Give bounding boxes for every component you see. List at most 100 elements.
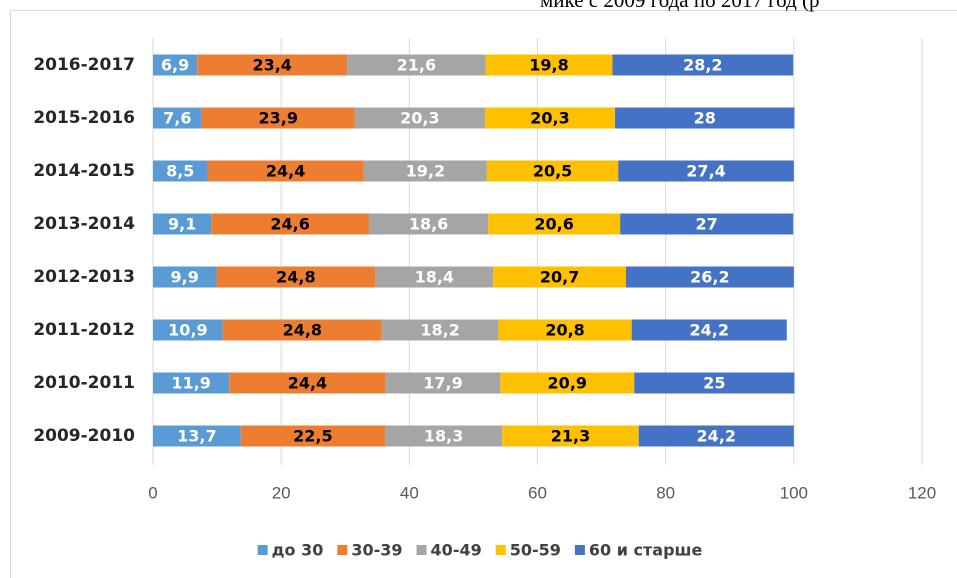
legend-label: 60 и старше: [589, 541, 703, 560]
bar-segment: [229, 372, 386, 394]
data-label: 18,2: [420, 321, 459, 340]
bar-segment: [216, 266, 376, 288]
bar-segment: [484, 107, 616, 129]
x-tick-label: 100: [780, 483, 808, 502]
data-label: 23,4: [252, 56, 291, 75]
bar-segment: [240, 425, 385, 447]
x-tick-label: 120: [908, 483, 936, 502]
data-label: 27,4: [686, 162, 725, 181]
data-label: 24,4: [266, 162, 305, 181]
legend-swatch: [574, 545, 585, 555]
data-label: 24,2: [690, 321, 729, 340]
data-label: 20,8: [545, 321, 584, 340]
data-label: 19,2: [406, 162, 445, 181]
y-tick-label: 2010-2011: [33, 373, 135, 393]
bar-segment: [153, 160, 208, 182]
y-tick-label: 2009-2010: [33, 426, 135, 446]
bar-segment: [634, 372, 795, 394]
bar-segment: [153, 425, 241, 447]
data-label: 10,9: [168, 321, 207, 340]
bar-segment: [485, 54, 613, 76]
y-tick-label: 2011-2012: [33, 320, 135, 340]
x-tick-label: 60: [528, 483, 547, 502]
data-label: 21,3: [551, 427, 590, 446]
data-label: 24,8: [283, 321, 322, 340]
legend-swatch: [257, 545, 268, 555]
y-tick-label: 2012-2013: [33, 267, 135, 287]
bar-segment: [638, 425, 794, 447]
bar-segment: [493, 266, 626, 288]
bar-segment: [612, 54, 794, 76]
bar-segment: [153, 213, 212, 235]
data-label: 24,8: [276, 268, 315, 287]
bar-segment: [625, 266, 794, 288]
data-label: 20,7: [540, 268, 579, 287]
data-label: 9,9: [171, 268, 199, 287]
x-tick-label: 40: [400, 483, 419, 502]
data-label: 18,6: [409, 215, 448, 234]
bar-segment: [498, 319, 632, 341]
legend-label: 40-49: [431, 541, 482, 560]
bar-segment: [222, 319, 382, 341]
bar-segment: [207, 160, 364, 182]
data-label: 17,9: [423, 374, 462, 393]
y-tick-label: 2014-2015: [33, 161, 135, 181]
legend-label: 30-39: [351, 541, 402, 560]
data-label: 7,6: [163, 109, 191, 128]
chart-title: мике с 2009 года по 2017 год (р: [540, 0, 820, 12]
data-label: 20,3: [530, 109, 569, 128]
legend-swatch: [416, 545, 427, 555]
data-label: 19,8: [529, 56, 568, 75]
bar-segment: [615, 107, 795, 129]
data-label: 25: [703, 374, 725, 393]
bar-segment: [488, 213, 621, 235]
bar-segment: [368, 213, 489, 235]
bar-segment: [197, 54, 348, 76]
bar-segment: [347, 54, 486, 76]
bar-segment: [153, 372, 230, 394]
legend-swatch: [337, 545, 348, 555]
bar-segment: [153, 266, 217, 288]
bar-segment: [618, 160, 794, 182]
bar-segment: [375, 266, 494, 288]
data-label: 20,6: [534, 215, 573, 234]
x-tick-label: 80: [656, 483, 675, 502]
legend-label: 50-59: [510, 541, 561, 560]
bar-segment: [486, 160, 619, 182]
data-label: 20,9: [548, 374, 587, 393]
bar-segment: [153, 319, 223, 341]
data-label: 24,6: [270, 215, 309, 234]
x-tick-label: 0: [148, 483, 157, 502]
data-label: 22,5: [293, 427, 332, 446]
data-label: 6,9: [161, 56, 189, 75]
data-label: 23,9: [259, 109, 298, 128]
data-label: 18,3: [424, 427, 463, 446]
legend-swatch: [495, 545, 506, 555]
bar-segment: [363, 160, 487, 182]
data-label: 21,6: [397, 56, 436, 75]
y-tick-label: 2013-2014: [33, 214, 135, 234]
bar-segment: [354, 107, 485, 129]
data-label: 18,4: [415, 268, 454, 287]
bar-segment: [385, 372, 501, 394]
bar-segment: [201, 107, 355, 129]
data-label: 27: [696, 215, 718, 234]
data-label: 28,2: [683, 56, 722, 75]
bar-segment: [500, 372, 635, 394]
bar-segment: [211, 213, 369, 235]
bar-segment: [631, 319, 787, 341]
bar-segment: [384, 425, 503, 447]
data-label: 8,5: [166, 162, 194, 181]
legend-label: до 30: [272, 541, 324, 560]
bar-segment: [381, 319, 499, 341]
data-label: 28: [694, 109, 716, 128]
data-label: 13,7: [177, 427, 216, 446]
data-label: 24,4: [288, 374, 327, 393]
data-label: 26,2: [690, 268, 729, 287]
chart-frame: [10, 10, 957, 578]
bar-segment: [620, 213, 794, 235]
y-tick-label: 2016-2017: [33, 55, 135, 75]
title-backdrop: [530, 0, 957, 9]
